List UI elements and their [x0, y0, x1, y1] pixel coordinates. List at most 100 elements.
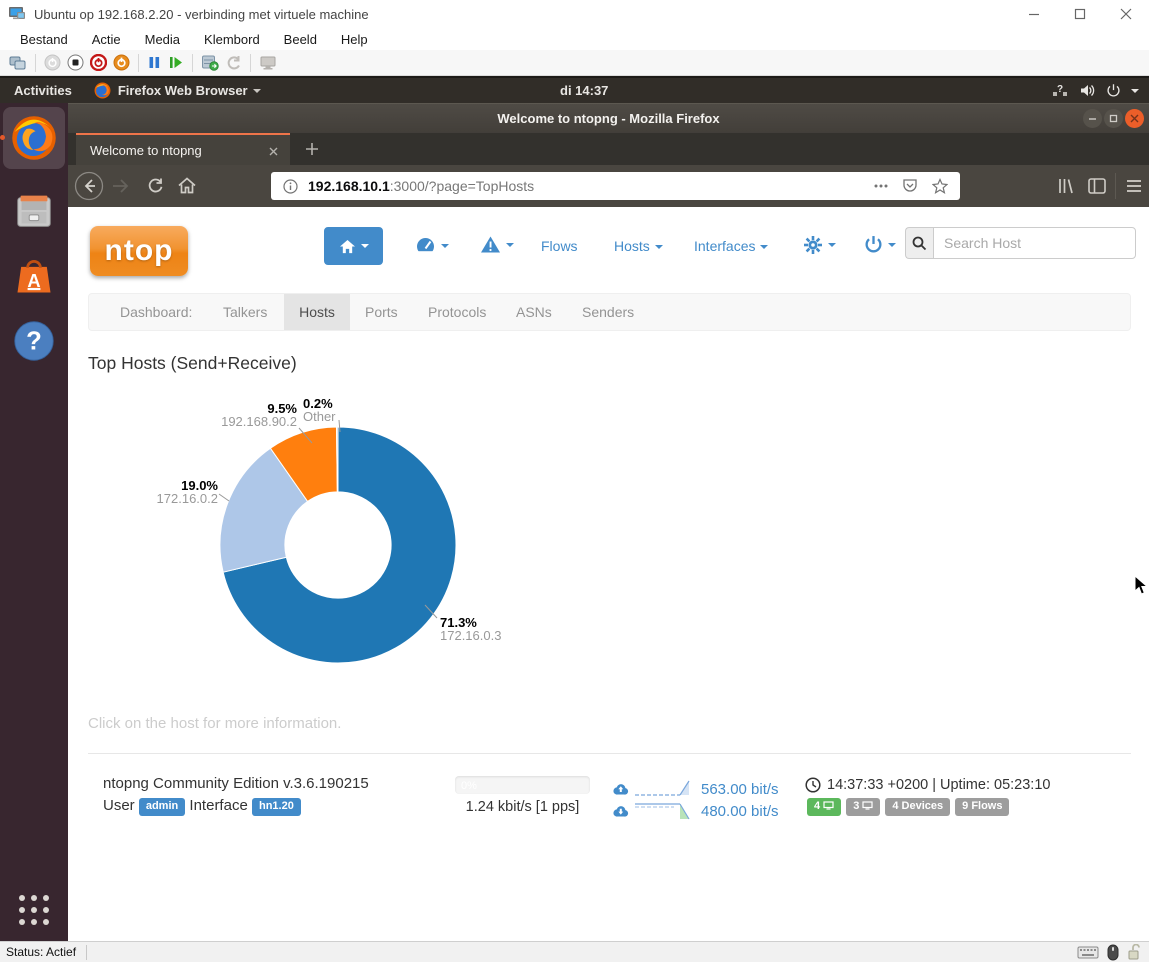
subnav-protocols[interactable]: Protocols: [428, 304, 487, 320]
host-search: [905, 227, 1136, 259]
search-input[interactable]: [933, 227, 1136, 259]
home-icon: [339, 239, 355, 253]
new-tab-button[interactable]: [306, 143, 318, 155]
nav-settings-menu[interactable]: [803, 235, 836, 255]
vm-pause-icon[interactable]: [147, 55, 162, 70]
firefox-icon: [12, 116, 56, 160]
upload-rate[interactable]: 563.00 bit/s: [701, 780, 779, 798]
bookmark-star-icon[interactable]: [932, 178, 948, 194]
nav-power-menu[interactable]: [864, 235, 896, 254]
page-actions-icon[interactable]: [874, 184, 888, 188]
menu-beeld[interactable]: Beeld: [283, 31, 317, 47]
vm-minimize-button[interactable]: [1011, 0, 1057, 28]
slice-host: 172.16.0.3: [440, 627, 502, 643]
active-hosts-badge[interactable]: 4: [807, 798, 842, 816]
system-status-area[interactable]: ?: [1051, 78, 1139, 103]
power-icon: [865, 236, 882, 253]
nav-interfaces[interactable]: Interfaces: [694, 238, 769, 254]
ntop-logo[interactable]: ntop: [90, 226, 188, 276]
firefox-window-title: Welcome to ntopng - Mozilla Firefox: [497, 111, 720, 126]
pocket-icon[interactable]: [902, 178, 918, 194]
menu-bestand[interactable]: Bestand: [20, 31, 68, 47]
dock-ubuntu-software[interactable]: A: [3, 245, 65, 307]
clock[interactable]: di 14:37: [560, 83, 609, 98]
vm-stop-icon[interactable]: [67, 54, 84, 71]
donut-slice-172.16.0.2[interactable]: [219, 447, 309, 573]
reload-button[interactable]: [147, 177, 164, 194]
footer-divider: [88, 753, 1131, 754]
cloud-download-icon: [613, 805, 629, 817]
download-row: 480.00 bit/s: [612, 799, 779, 823]
vm-resume-icon[interactable]: [168, 55, 184, 70]
volume-icon: [1081, 85, 1095, 96]
back-button[interactable]: [74, 171, 104, 201]
nav-alerts-menu[interactable]: [480, 235, 514, 254]
vm-checkpoint-icon[interactable]: [201, 54, 219, 71]
firefox-window-controls: [1083, 109, 1144, 128]
window-close-button[interactable]: [1125, 109, 1144, 128]
dock-help[interactable]: ?: [3, 310, 65, 372]
slice-label-172.16.0.3: 71.3% 172.16.0.3: [440, 615, 502, 643]
window-maximize-button[interactable]: [1104, 109, 1123, 128]
remote-hosts-count: 3: [853, 800, 860, 812]
menu-help[interactable]: Help: [340, 31, 368, 47]
slice-pct: 71.3%: [440, 615, 477, 630]
subnav-asns[interactable]: ASNs: [516, 304, 552, 320]
ctrl-alt-del-icon[interactable]: [9, 54, 27, 71]
active-hosts-count: 4: [814, 800, 821, 812]
vm-close-button[interactable]: [1103, 0, 1149, 28]
flows-badge[interactable]: 9 Flows: [955, 798, 1010, 816]
dock-firefox[interactable]: [3, 107, 65, 169]
remote-hosts-badge[interactable]: 3: [846, 798, 881, 816]
menu-klembord[interactable]: Klembord: [204, 31, 260, 47]
power-icon: [1107, 84, 1120, 97]
search-button[interactable]: [905, 227, 933, 259]
tab-welcome-to-ntopng[interactable]: Welcome to ntopng: [76, 133, 290, 165]
hamburger-menu-icon[interactable]: [1126, 179, 1142, 193]
tab-close-icon[interactable]: [269, 147, 278, 156]
home-button[interactable]: [178, 177, 196, 194]
firefox-titlebar: Welcome to ntopng - Mozilla Firefox: [68, 103, 1149, 134]
donut-slice-172.16.0.3[interactable]: [222, 426, 457, 664]
site-info-icon[interactable]: [283, 178, 298, 194]
forward-button[interactable]: [110, 178, 130, 194]
activities-button[interactable]: Activities: [14, 83, 72, 98]
user-badge[interactable]: admin: [138, 798, 186, 816]
library-icon[interactable]: [1057, 177, 1075, 195]
donut-slice-Other[interactable]: [336, 426, 339, 493]
interface-badge[interactable]: hn1.20: [251, 798, 301, 816]
monitor-icon: [823, 801, 834, 810]
vm-window-controls: [1011, 0, 1149, 28]
vm-window-title: Ubuntu op 192.168.2.20 - verbinding met …: [34, 6, 369, 22]
subnav-ports[interactable]: Ports: [365, 304, 398, 320]
vm-maximize-button[interactable]: [1057, 0, 1103, 28]
vm-turnoff-icon[interactable]: [90, 54, 107, 71]
cloud-upload-icon: [613, 783, 629, 795]
menu-actie[interactable]: Actie: [91, 31, 121, 47]
ntopng-page: ntop Flows Hosts Interfaces: [68, 207, 1149, 941]
devices-badge[interactable]: 4 Devices: [885, 798, 951, 816]
sidebar-toggle-icon[interactable]: [1088, 178, 1106, 194]
subnav-senders[interactable]: Senders: [582, 304, 635, 320]
url-path: :3000/?page=TopHosts: [389, 178, 535, 194]
nav-flows[interactable]: Flows: [541, 238, 578, 254]
toolbar-separator: [138, 53, 139, 72]
alert-triangle-icon: [481, 236, 500, 253]
download-rate[interactable]: 480.00 bit/s: [701, 802, 779, 820]
nav-home-button[interactable]: [324, 227, 383, 265]
page-title: Top Hosts (Send+Receive): [88, 353, 297, 373]
vm-shutdown-icon[interactable]: [113, 54, 130, 71]
url-bar[interactable]: 192.168.10.1:3000/?page=TopHosts: [271, 172, 960, 200]
subnav-hosts[interactable]: Hosts: [284, 294, 350, 330]
dock-files[interactable]: [3, 180, 65, 242]
hyperv-app-icon: [9, 7, 25, 20]
window-minimize-button[interactable]: [1083, 109, 1102, 128]
vm-menubar: Bestand Actie Media Klembord Beeld Help: [0, 28, 1149, 50]
subnav-talkers[interactable]: Talkers: [223, 304, 268, 320]
app-menu[interactable]: Firefox Web Browser: [94, 82, 261, 99]
menu-media[interactable]: Media: [144, 31, 181, 47]
chevron-down-icon: [506, 242, 514, 247]
show-applications-button[interactable]: [3, 879, 65, 941]
nav-hosts[interactable]: Hosts: [614, 238, 663, 254]
nav-dashboards-menu[interactable]: [415, 236, 449, 255]
